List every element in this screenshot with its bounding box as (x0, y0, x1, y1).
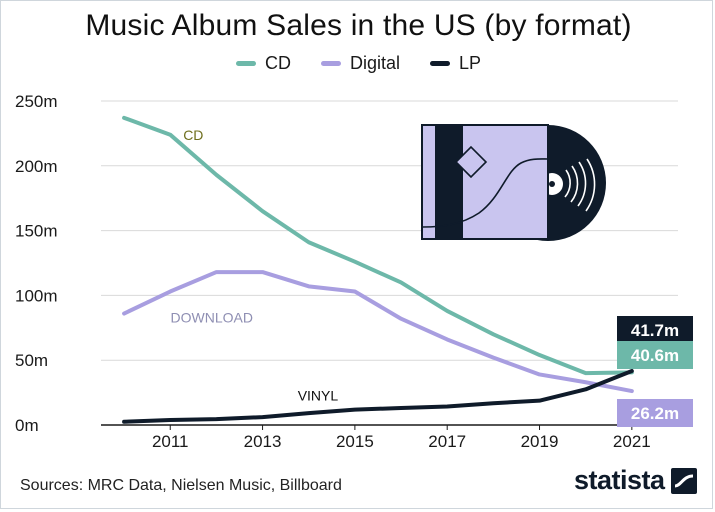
y-tick-label: 250m (15, 92, 58, 111)
x-tick-label: 2019 (521, 432, 559, 451)
x-tick-label: 2013 (244, 432, 282, 451)
legend: CD Digital LP (1, 53, 715, 74)
series-lines (122, 115, 634, 424)
x-tick-label: 2011 (152, 432, 189, 451)
series-annotations: CD DOWNLOAD VINYL (171, 127, 339, 403)
end-value-labels: 41.7m 40.6m 26.2m (617, 316, 693, 427)
x-tick-label: 2021 (613, 432, 651, 451)
album-cover-icon (421, 124, 549, 240)
axis-labels: 0m 50m 100m 150m 200m 250m 2011 2013 2015 2017 201… (15, 92, 651, 451)
series-line-digital (122, 270, 634, 394)
album-vinyl-illustration (421, 124, 606, 241)
series-annotation-cd: CD (183, 127, 203, 143)
statista-logo: statista (574, 465, 697, 496)
legend-swatch-digital (320, 61, 341, 66)
brand-name: statista (574, 465, 665, 495)
series-annotation-digital: DOWNLOAD (171, 310, 253, 326)
end-label-digital: 26.2m (631, 404, 679, 423)
legend-label-digital: Digital (349, 53, 400, 73)
legend-item-cd: CD (235, 53, 291, 74)
y-tick-label: 0m (15, 416, 39, 435)
x-tick-label: 2017 (428, 432, 466, 451)
legend-swatch-cd (235, 61, 256, 66)
legend-item-digital: Digital (320, 53, 400, 74)
end-label-box-lp (617, 316, 693, 344)
legend-swatch-lp (430, 61, 450, 66)
end-label-cd: 40.6m (631, 346, 679, 365)
end-label-lp: 41.7m (631, 321, 679, 340)
series-line-lp (122, 368, 634, 424)
legend-label-cd: CD (264, 53, 291, 73)
y-tick-label: 150m (15, 222, 58, 241)
legend-item-lp: LP (430, 53, 481, 74)
chart-title: Music Album Sales in the US (by format) (85, 9, 632, 42)
legend-label-lp: LP (459, 53, 482, 73)
y-tick-label: 50m (15, 351, 48, 370)
series-annotation-lp: VINYL (298, 387, 339, 403)
statista-logo-icon (670, 467, 697, 494)
x-tick-label: 2015 (336, 432, 374, 451)
source-note: Sources: MRC Data, Nielsen Music, Billbo… (20, 477, 342, 494)
end-label-box-digital (617, 399, 693, 427)
y-tick-label: 200m (15, 157, 58, 176)
series-line-cd (122, 115, 634, 376)
end-label-box-cd (617, 341, 693, 369)
y-tick-label: 100m (15, 286, 58, 305)
